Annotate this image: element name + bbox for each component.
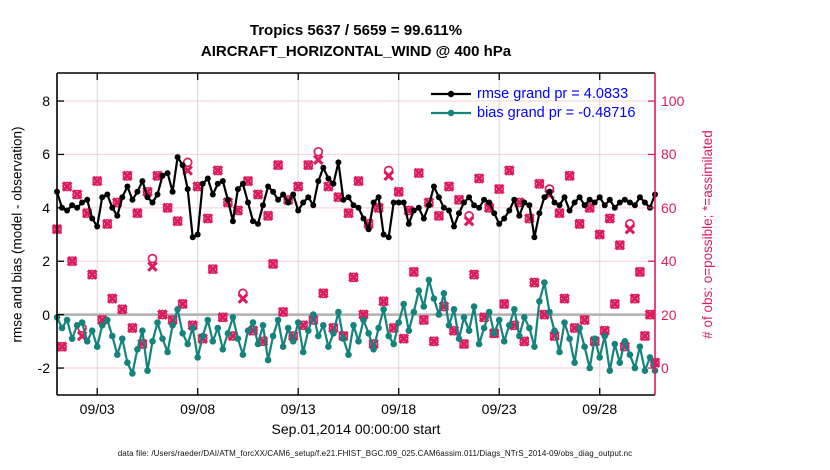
x-tick-label: 09/08 xyxy=(180,401,216,417)
y-left-tick-label: 6 xyxy=(42,146,50,163)
legend-item-rmse: rmse grand pr = 4.0833 xyxy=(430,84,635,103)
y-right-tick-label: 60 xyxy=(661,199,677,216)
plot-title-variable: AIRCRAFT_HORIZONTAL_WIND @ 400 hPa xyxy=(200,43,512,60)
x-tick-label: 09/03 xyxy=(79,401,115,417)
y-right-tick-label: 0 xyxy=(661,360,669,377)
x-tick-label: 09/18 xyxy=(381,401,417,417)
plot-title-region: Tropics 5637 / 5659 = 99.611% xyxy=(249,22,463,39)
y-right-tick-label: 20 xyxy=(661,306,677,323)
x-axis-label: Sep.01,2014 00:00:00 start xyxy=(271,421,441,437)
x-tick-label: 09/23 xyxy=(481,401,517,417)
y-left-tick-label: 4 xyxy=(42,199,50,216)
data-file-path: data file: /Users/raeder/DAI/ATM_forcXX/… xyxy=(117,449,633,458)
x-tick-label: 09/28 xyxy=(582,401,618,417)
y-right-tick-label: 100 xyxy=(661,93,685,110)
x-tick-label: 09/13 xyxy=(280,401,316,417)
legend-label-bias: bias grand pr = -0.48716 xyxy=(477,104,636,121)
y-right-tick-label: 40 xyxy=(661,253,677,270)
y-right-tick-label: 80 xyxy=(661,146,677,163)
y-left-tick-label: 0 xyxy=(42,306,50,323)
legend-item-bias: bias grand pr = -0.48716 xyxy=(430,103,635,122)
legend-label-rmse: rmse grand pr = 4.0833 xyxy=(477,85,629,102)
y-left-tick-label: -2 xyxy=(37,360,50,377)
y-left-tick-label: 2 xyxy=(42,253,50,270)
bias-line-sample-icon xyxy=(431,109,471,116)
y-left-tick-label: 8 xyxy=(42,93,50,110)
rmse-line-sample-icon xyxy=(431,90,471,97)
legend: rmse grand pr = 4.0833 bias grand pr = -… xyxy=(430,84,635,122)
